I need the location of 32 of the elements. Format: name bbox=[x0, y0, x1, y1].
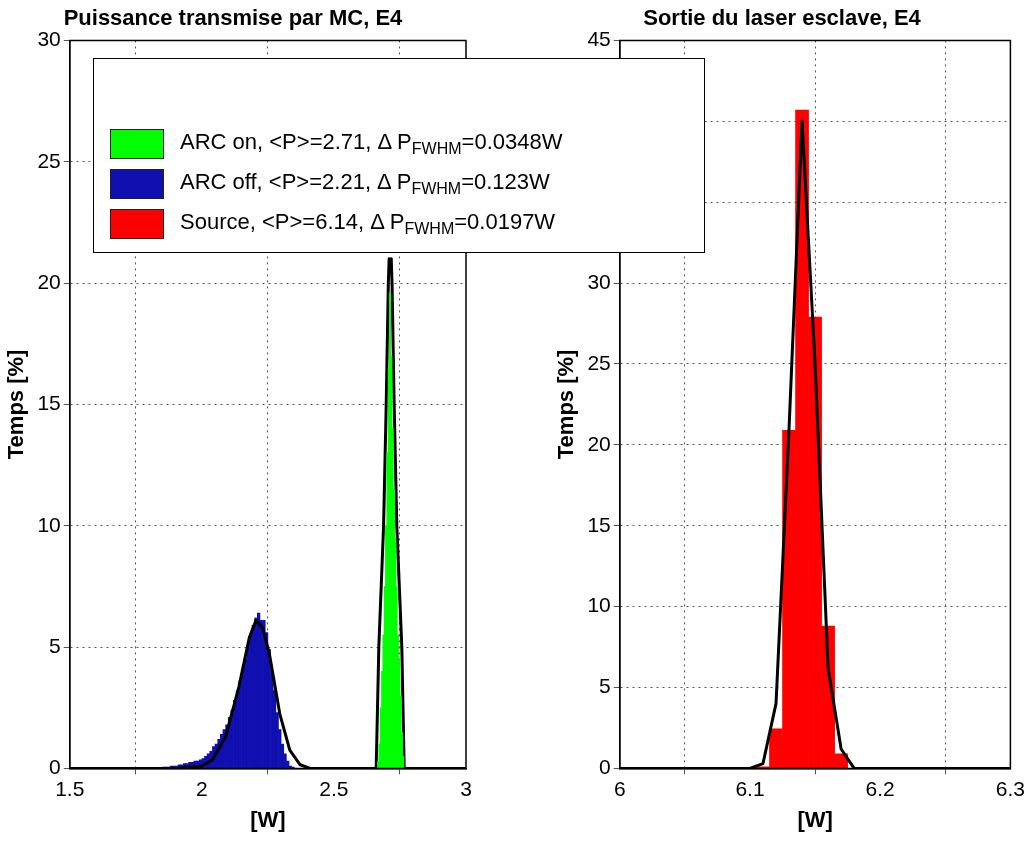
chart-title: Sortie du laser esclave, E4 bbox=[643, 5, 922, 31]
x-tick-label: 6 bbox=[613, 776, 626, 800]
y-tick-label: 0 bbox=[599, 755, 611, 779]
x-axis-title: [W] bbox=[797, 806, 833, 832]
y-tick-label: 15 bbox=[37, 391, 61, 415]
legend-label: Source, <P>=6.14, Δ P$_{FWHM}$=0.0197W bbox=[180, 209, 556, 239]
y-axis-title: Temps [%] bbox=[553, 349, 579, 460]
y-tick-label: 0 bbox=[49, 755, 61, 779]
y-tick-label: 20 bbox=[37, 269, 61, 293]
y-tick-label: 10 bbox=[587, 593, 611, 617]
y-axis-title: Temps [%] bbox=[3, 349, 29, 460]
legend-label: ARC off, <P>=2.21, Δ P$_{FWHM}$=0.123W bbox=[180, 169, 550, 199]
x-tick-label: 6.1 bbox=[735, 776, 765, 800]
x-tick-label: 2 bbox=[196, 776, 208, 800]
x-tick-label: 1.5 bbox=[55, 776, 85, 800]
y-tick-label: 5 bbox=[599, 674, 611, 698]
y-tick-label: 45 bbox=[587, 27, 611, 51]
x-tick-label: 2.5 bbox=[319, 776, 349, 800]
y-tick-label: 20 bbox=[587, 431, 611, 455]
y-tick-label: 25 bbox=[587, 350, 611, 374]
y-tick-label: 30 bbox=[587, 269, 611, 293]
x-axis-title: [W] bbox=[250, 806, 286, 832]
y-tick-label: 5 bbox=[49, 633, 61, 657]
y-tick-label: 30 bbox=[37, 27, 61, 51]
x-tick-label: 6.3 bbox=[995, 776, 1026, 800]
chart-title: Puissance transmise par MC, E4 bbox=[63, 5, 404, 31]
x-tick-label: 6.2 bbox=[865, 776, 895, 800]
y-tick-label: 10 bbox=[37, 512, 61, 536]
y-tick-label: 25 bbox=[37, 148, 61, 172]
y-tick-label: 15 bbox=[587, 512, 611, 536]
x-tick-label: 3 bbox=[460, 776, 472, 800]
legend-label: ARC on, <P>=2.71, Δ P$_{FWHM}$=0.0348W bbox=[180, 129, 563, 159]
